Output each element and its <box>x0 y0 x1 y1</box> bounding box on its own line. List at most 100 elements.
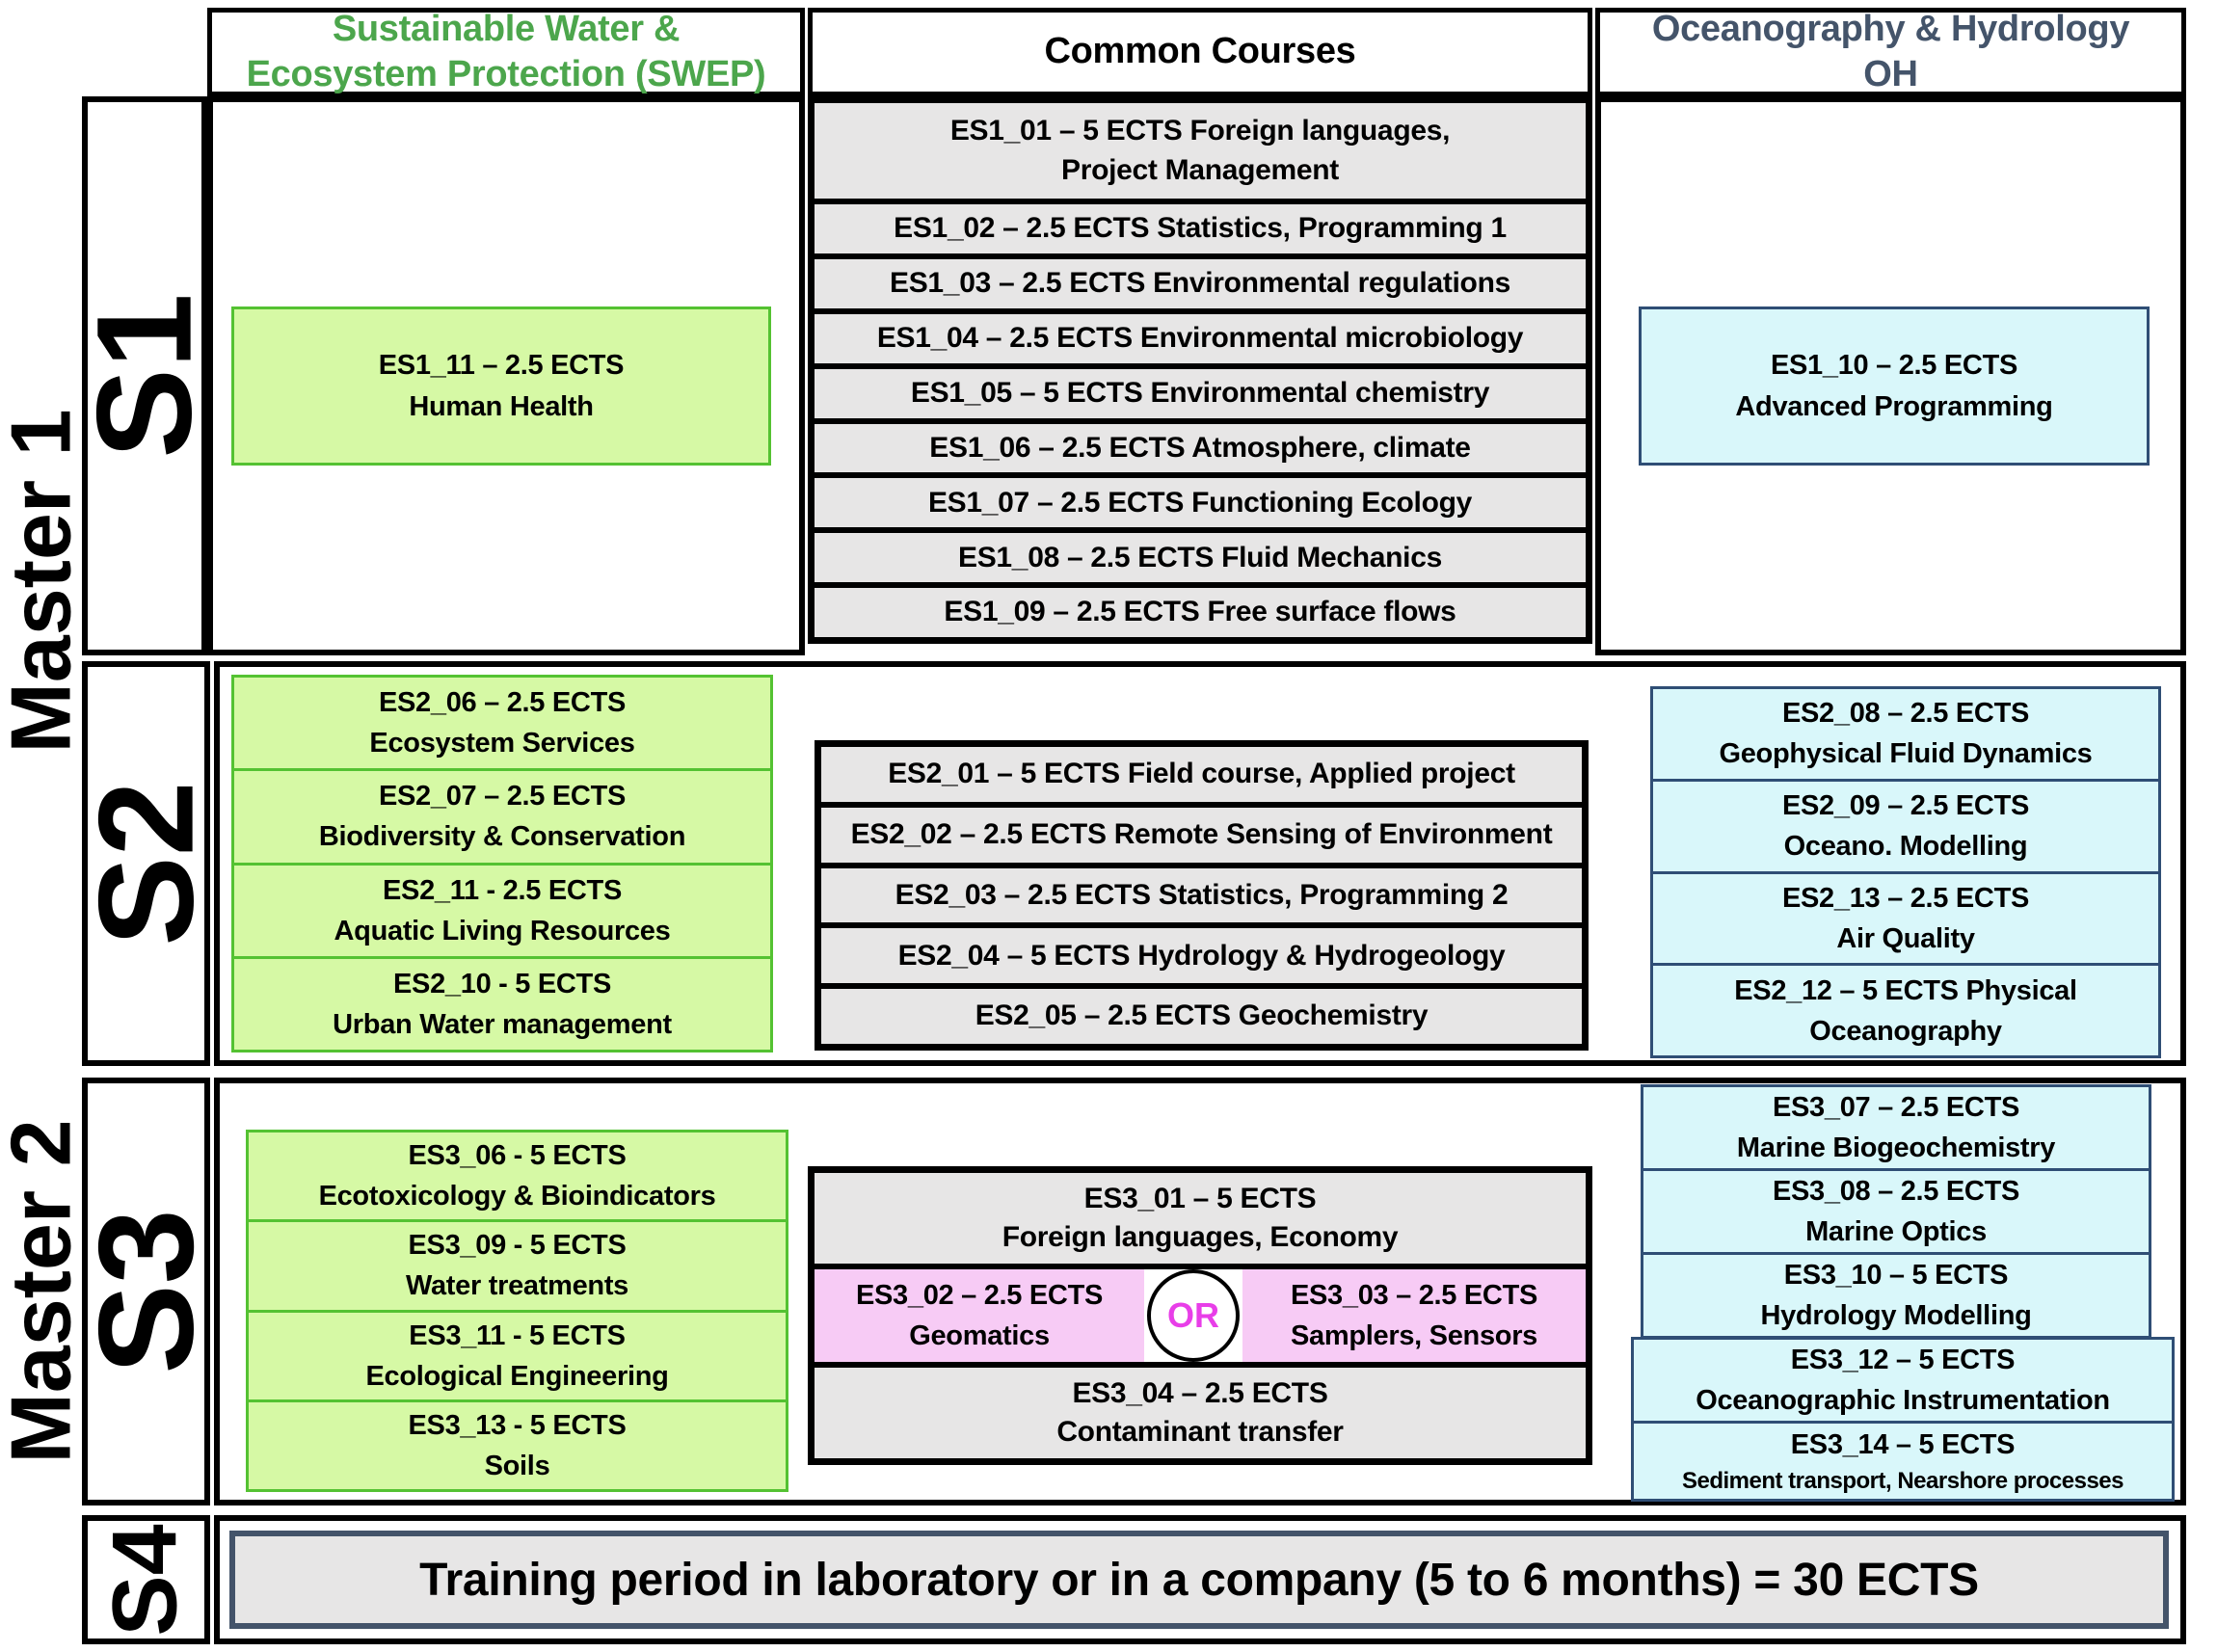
course-code: ES2_09 – 2.5 ECTS <box>1781 790 2030 822</box>
course-row-es1-05: ES1_05 – 5 ECTS Environmental chemistry <box>815 368 1586 418</box>
course-code: ES2_11 - 2.5 ECTS <box>383 874 622 906</box>
course-box-es3-11: ES3_11 - 5 ECTS Ecological Engineering <box>246 1309 788 1402</box>
row-label-box-s3: S3 <box>70 1078 222 1505</box>
course-code: ES3_07 – 2.5 ECTS <box>1772 1092 2020 1123</box>
row-label-box-s4: S4 <box>82 1515 210 1644</box>
course-code: ES3_14 – 5 ECTS <box>1790 1428 2016 1460</box>
course-box-es3-10: ES3_10 – 5 ECTS Hydrology Modelling <box>1641 1252 2151 1340</box>
s3-oh-stack-lower: ES3_12 – 5 ECTS Oceanographic Instrument… <box>1631 1337 2175 1502</box>
header-swep: Sustainable Water & Ecosystem Protection… <box>207 8 805 96</box>
course-box-es3-08: ES3_08 – 2.5 ECTS Marine Optics <box>1641 1168 2151 1256</box>
course-code: ES3_01 – 5 ECTS <box>1083 1182 1317 1214</box>
course-box-es2-13: ES2_13 – 2.5 ECTS Air Quality <box>1650 870 2161 967</box>
course-text: ES1_08 – 2.5 ECTS Fluid Mechanics <box>958 541 1442 573</box>
course-title: Advanced Programming <box>1735 390 2053 422</box>
master1-text: Master 1 <box>0 409 89 754</box>
course-text: ES1_05 – 5 ECTS Environmental chemistry <box>910 376 1490 409</box>
s2-swep-stack: ES2_06 – 2.5 ECTS Ecosystem Services ES2… <box>231 675 773 1052</box>
row-label-s1: S1 <box>68 293 220 459</box>
course-row-es2-02: ES2_02 – 2.5 ECTS Remote Sensing of Envi… <box>821 807 1582 863</box>
course-row-es2-03: ES2_03 – 2.5 ECTS Statistics, Programmin… <box>821 867 1582 923</box>
course-code: ES2_12 – 5 ECTS Physical <box>1734 974 2077 1006</box>
training-period-text: Training period in laboratory or in a co… <box>419 1554 1979 1606</box>
course-code: ES3_10 – 5 ECTS <box>1783 1260 2009 1292</box>
course-code: ES3_04 – 2.5 ECTS <box>1072 1376 1328 1409</box>
course-title: Water treatments <box>405 1270 629 1302</box>
course-title: Urban Water management <box>333 1008 672 1040</box>
course-box-es3-13: ES3_13 - 5 ECTS Soils <box>246 1399 788 1492</box>
course-text: ES1_04 – 2.5 ECTS Environmental microbio… <box>876 322 1524 355</box>
header-oh-line1: Oceanography & Hydrology <box>1651 8 2130 49</box>
course-text: ES2_05 – 2.5 ECTS Geochemistry <box>975 999 1429 1032</box>
or-cell: OR <box>1144 1269 1242 1362</box>
course-title: Sediment transport, Nearshore processes <box>1681 1467 2124 1494</box>
course-title: Hydrology Modelling <box>1760 1300 2032 1332</box>
course-code: ES3_03 – 2.5 ECTS <box>1290 1279 1538 1311</box>
course-box-es2-06: ES2_06 – 2.5 ECTS Ecosystem Services <box>231 675 773 772</box>
course-code: ES1_10 – 2.5 ECTS <box>1770 350 2018 382</box>
course-title: Ecotoxicology & Bioindicators <box>318 1181 716 1212</box>
row-label-s4: S4 <box>93 1523 197 1637</box>
s3-swep-stack: ES3_06 - 5 ECTS Ecotoxicology & Bioindic… <box>246 1130 788 1492</box>
course-title: Samplers, Sensors <box>1290 1320 1538 1351</box>
row-label-box-s2: S2 <box>70 661 222 1066</box>
course-title: Air Quality <box>1836 922 1975 954</box>
header-swep-line2: Ecosystem Protection (SWEP) <box>246 54 766 94</box>
course-row-es1-02: ES1_02 – 2.5 ECTS Statistics, Programmin… <box>815 204 1586 254</box>
course-code: ES3_06 - 5 ECTS <box>408 1140 627 1172</box>
course-box-es2-12: ES2_12 – 5 ECTS Physical Oceanography <box>1650 963 2161 1058</box>
course-row-es1-01: ES1_01 – 5 ECTS Foreign languages, Proje… <box>815 103 1586 200</box>
course-box-es3-03: ES3_03 – 2.5 ECTS Samplers, Sensors <box>1242 1269 1586 1362</box>
course-text: ES1_02 – 2.5 ECTS Statistics, Programmin… <box>894 212 1507 245</box>
course-title: Oceanography <box>1809 1015 2002 1047</box>
row-label-s3: S3 <box>69 1209 222 1374</box>
s3-oh-stack-upper: ES3_07 – 2.5 ECTS Marine Biogeochemistry… <box>1641 1084 2151 1340</box>
course-title: Ecological Engineering <box>365 1360 669 1392</box>
course-row-es2-01: ES2_01 – 5 ECTS Field course, Applied pr… <box>821 747 1582 802</box>
course-code: ES3_09 - 5 ECTS <box>408 1230 627 1262</box>
course-row-es2-05: ES2_05 – 2.5 ECTS Geochemistry <box>821 989 1582 1044</box>
s3-choice-row: ES3_02 – 2.5 ECTS Geomatics OR ES3_03 – … <box>815 1269 1586 1362</box>
course-code: ES3_11 - 5 ECTS <box>409 1319 626 1351</box>
course-box-es2-10: ES2_10 - 5 ECTS Urban Water management <box>231 955 773 1052</box>
course-box-es2-08: ES2_08 – 2.5 ECTS Geophysical Fluid Dyna… <box>1650 686 2161 782</box>
course-box-es3-14: ES3_14 – 5 ECTS Sediment transport, Near… <box>1631 1421 2175 1502</box>
course-title: Ecosystem Services <box>369 728 635 759</box>
course-title: Oceanographic Instrumentation <box>1696 1385 2110 1417</box>
course-title: Aquatic Living Resources <box>334 915 671 946</box>
header-common-text: Common Courses <box>1044 31 1356 72</box>
course-row-es1-08: ES1_08 – 2.5 ECTS Fluid Mechanics <box>815 533 1586 583</box>
or-badge: OR <box>1147 1269 1240 1362</box>
row-label-s2: S2 <box>69 781 222 946</box>
course-row-es3-04: ES3_04 – 2.5 ECTS Contaminant transfer <box>815 1368 1586 1458</box>
course-code: ES3_12 – 5 ECTS <box>1790 1345 2016 1375</box>
course-title: Foreign languages, Economy <box>1002 1221 1399 1253</box>
course-text: ES1_09 – 2.5 ECTS Free surface flows <box>944 596 1456 628</box>
header-oh-line2: OH <box>1863 54 1918 94</box>
row-label-box-s1: S1 <box>68 96 220 655</box>
course-title: Contaminant transfer <box>1056 1416 1344 1448</box>
course-box-es2-07: ES2_07 – 2.5 ECTS Biodiversity & Conserv… <box>231 768 773 866</box>
course-text: ES2_02 – 2.5 ECTS Remote Sensing of Envi… <box>850 817 1553 850</box>
course-box-es2-09: ES2_09 – 2.5 ECTS Oceano. Modelling <box>1650 778 2161 874</box>
course-code: ES3_02 – 2.5 ECTS <box>855 1279 1104 1311</box>
course-text: ES2_04 – 5 ECTS Hydrology & Hydrogeology <box>897 939 1506 972</box>
training-period-box: Training period in laboratory or in a co… <box>229 1531 2169 1629</box>
course-row-es1-03: ES1_03 – 2.5 ECTS Environmental regulati… <box>815 259 1586 308</box>
course-code: ES1_11 – 2.5 ECTS <box>378 350 625 382</box>
course-code: ES1_01 – 5 ECTS Foreign languages, <box>949 115 1451 147</box>
course-box-es3-07: ES3_07 – 2.5 ECTS Marine Biogeochemistry <box>1641 1084 2151 1172</box>
course-title: Human Health <box>409 390 594 422</box>
course-title: Biodiversity & Conservation <box>318 821 686 853</box>
course-title: Oceano. Modelling <box>1783 831 2028 863</box>
course-code: ES2_13 – 2.5 ECTS <box>1781 882 2030 914</box>
header-oh: Oceanography & Hydrology OH <box>1595 8 2186 96</box>
header-swep-line1: Sustainable Water & <box>332 8 681 49</box>
course-box-es1-11: ES1_11 – 2.5 ECTS Human Health <box>231 306 771 466</box>
course-title: Marine Optics <box>1805 1216 1987 1248</box>
course-box-es3-02: ES3_02 – 2.5 ECTS Geomatics <box>815 1269 1144 1362</box>
s2-oh-stack: ES2_08 – 2.5 ECTS Geophysical Fluid Dyna… <box>1650 686 2161 1058</box>
course-row-es2-04: ES2_04 – 5 ECTS Hydrology & Hydrogeology <box>821 928 1582 984</box>
course-box-es3-12: ES3_12 – 5 ECTS Oceanographic Instrument… <box>1631 1337 2175 1425</box>
